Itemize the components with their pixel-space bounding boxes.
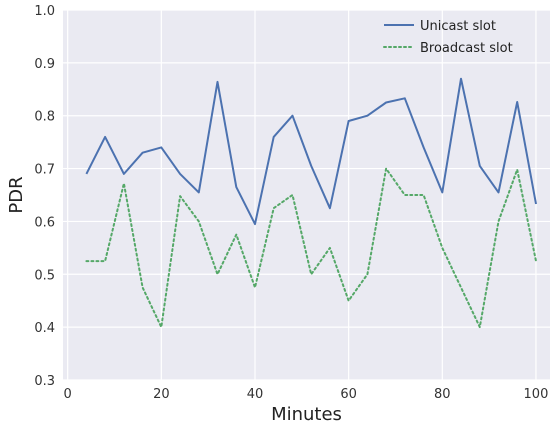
x-tick-label: 20 [153,387,170,402]
legend-label-unicast-slot: Unicast slot [420,19,496,34]
series-layer [85,77,537,329]
x-tick-label: 80 [434,387,451,402]
y-tick-label: 1.0 [34,4,55,19]
legend-label-broadcast-slot: Broadcast slot [420,41,513,56]
plot-area-background [63,10,550,380]
series-line-unicast-slot [85,77,537,226]
x-axis-label: Minutes [271,404,342,425]
legend: Unicast slot Broadcast slot [383,19,513,56]
y-tick-label: 0.6 [34,215,55,230]
y-axis-label: PDR [6,176,27,213]
grid-lines [63,9,550,381]
x-tick-label: 100 [524,387,549,402]
tick-labels: 0 20 40 60 80 100 0.3 0.4 0.5 0.6 0.7 0.8 0.9 1.0 [34,4,548,402]
y-tick-label: 0.5 [34,268,55,283]
y-tick-label: 0.9 [34,57,55,72]
y-tick-label: 0.3 [34,374,55,389]
y-tick-label: 0.7 [34,163,55,178]
y-tick-label: 0.8 [34,110,55,125]
x-tick-label: 60 [340,387,357,402]
x-tick-label: 40 [247,387,264,402]
y-tick-label: 0.4 [34,321,55,336]
series-line-broadcast-slot [85,167,537,329]
x-tick-label: 0 [64,387,72,402]
